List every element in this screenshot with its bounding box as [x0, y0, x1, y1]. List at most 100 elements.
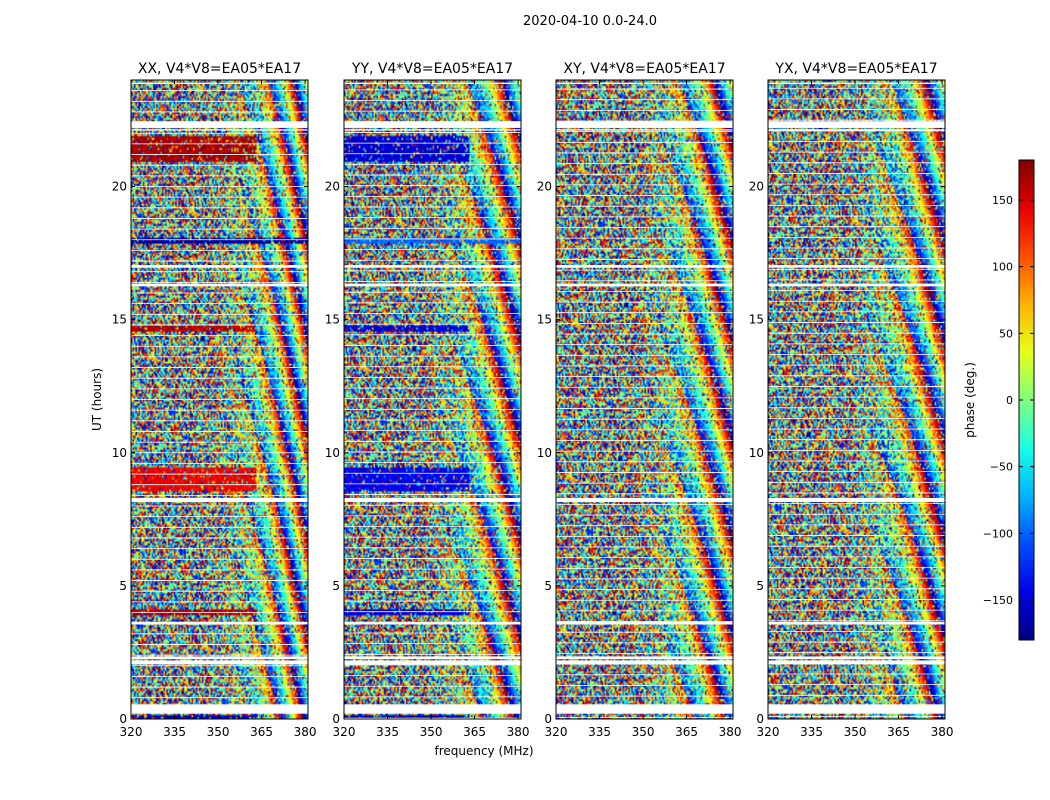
flagged-gap — [344, 129, 521, 131]
x-axis-label: frequency (MHz) — [434, 744, 533, 758]
colorbar-tick-label: 150 — [992, 194, 1013, 207]
flagged-gap — [131, 498, 308, 503]
y-tick-label: 5 — [119, 579, 127, 593]
x-tick-label: 380 — [719, 725, 742, 739]
x-tick-label: 365 — [463, 725, 486, 739]
x-tick-label: 320 — [333, 725, 356, 739]
flagged-gap — [344, 265, 521, 268]
phase-heatmap — [344, 80, 521, 719]
flagged-gap — [768, 265, 945, 268]
flagged-gap — [131, 121, 308, 128]
panel-frame — [767, 79, 946, 720]
y-tick-label: 5 — [544, 579, 552, 593]
flagged-gap — [768, 283, 945, 287]
x-tick-label: 320 — [757, 725, 780, 739]
y-tick-label: 15 — [112, 313, 127, 327]
y-tick-label: 10 — [749, 446, 764, 460]
x-tick-label: 365 — [887, 725, 910, 739]
colorbar-tick-label: −50 — [990, 461, 1013, 474]
x-tick-label: 335 — [800, 725, 823, 739]
flagged-gap — [556, 82, 733, 84]
x-tick-label: 350 — [844, 725, 867, 739]
phase-heatmap — [556, 80, 733, 719]
x-tick-label: 380 — [507, 725, 530, 739]
panel-title: YY, V4*V8=EA05*EA17 — [351, 61, 513, 77]
panel-1: YY, V4*V8=EA05*EA17 320 335 350 365 380 0 5 10 15… — [325, 61, 534, 758]
x-tick-label: 335 — [163, 725, 186, 739]
flagged-gap — [768, 498, 945, 503]
y-tick-label: 0 — [544, 712, 552, 726]
panel-title: YX, V4*V8=EA05*EA17 — [774, 61, 937, 77]
y-tick-label: 15 — [325, 313, 340, 327]
y-tick-label: 0 — [756, 712, 764, 726]
colorbar-label: phase (deg.) — [963, 362, 977, 438]
flagged-gap — [131, 129, 308, 131]
flagged-gap — [556, 265, 733, 268]
panel-0: XX, V4*V8=EA05*EA17 320 335 350 365 380 0 5 10 15… — [90, 61, 317, 739]
x-tick-label: 350 — [420, 725, 443, 739]
flagged-gap — [131, 656, 308, 660]
panel-title: XY, V4*V8=EA05*EA17 — [563, 61, 725, 77]
flagged-gap — [344, 621, 521, 625]
panel-frame — [343, 79, 522, 720]
colorbar-tick-label: −150 — [983, 594, 1013, 607]
y-tick-label: 0 — [332, 712, 340, 726]
flagged-gap — [768, 82, 945, 84]
y-axis-label: UT (hours) — [90, 368, 104, 431]
flagged-gap — [344, 704, 521, 714]
x-tick-label: 350 — [632, 725, 655, 739]
x-tick-label: 320 — [120, 725, 143, 739]
y-tick-label: 20 — [325, 180, 340, 194]
x-tick-label: 380 — [294, 725, 317, 739]
colorbar-tick-label: 0 — [1006, 394, 1013, 407]
colorbar-tick-label: 100 — [992, 261, 1013, 274]
flagged-gap — [556, 704, 733, 714]
flagged-gap — [768, 704, 945, 714]
flagged-gap — [131, 82, 308, 84]
flagged-gap — [131, 265, 308, 268]
flagged-gap — [344, 82, 521, 84]
flagged-gap — [768, 621, 945, 625]
flagged-gap — [556, 656, 733, 660]
y-tick-label: 10 — [112, 446, 127, 460]
colorbar-tick-label: 50 — [999, 327, 1013, 340]
x-tick-label: 365 — [675, 725, 698, 739]
flagged-gap — [768, 660, 945, 665]
flagged-gap — [556, 498, 733, 503]
flagged-gap — [344, 121, 521, 128]
flagged-gap — [768, 121, 945, 128]
panel-3: YX, V4*V8=EA05*EA17 320 335 350 365 380 0 5 10 15… — [749, 61, 954, 739]
y-tick-label: 15 — [537, 313, 552, 327]
flagged-gap — [768, 129, 945, 131]
y-tick-label: 10 — [325, 446, 340, 460]
y-tick-label: 0 — [119, 712, 127, 726]
panel-2: XY, V4*V8=EA05*EA17 320 335 350 365 380 0 5 10 15… — [537, 61, 742, 739]
x-tick-label: 335 — [588, 725, 611, 739]
panel-frame — [555, 79, 734, 720]
flagged-gap — [556, 129, 733, 131]
flagged-gap — [131, 704, 308, 714]
flagged-gap — [344, 498, 521, 503]
panel-title: XX, V4*V8=EA05*EA17 — [138, 61, 301, 77]
flagged-gap — [344, 283, 521, 287]
y-tick-label: 20 — [537, 180, 552, 194]
y-tick-label: 10 — [537, 446, 552, 460]
y-tick-label: 5 — [332, 579, 340, 593]
phase-heatmap — [768, 80, 945, 719]
heatmap-panels: XX, V4*V8=EA05*EA17 320 335 350 365 380 0 5 10 15… — [90, 61, 954, 758]
x-tick-label: 365 — [250, 725, 273, 739]
y-tick-label: 15 — [749, 313, 764, 327]
flagged-gap — [344, 656, 521, 660]
flagged-gap — [344, 660, 521, 665]
phase-colorbar: 150 100 50 0 −50 −100 −150 phase (deg.) — [963, 159, 1035, 641]
x-tick-label: 350 — [207, 725, 230, 739]
flagged-gap — [556, 121, 733, 128]
x-tick-label: 380 — [931, 725, 954, 739]
flagged-gap — [556, 283, 733, 287]
colorbar-tick-label: −100 — [983, 527, 1013, 540]
x-tick-label: 335 — [376, 725, 399, 739]
flagged-gap — [131, 660, 308, 665]
x-tick-label: 320 — [545, 725, 568, 739]
y-tick-label: 20 — [749, 180, 764, 194]
